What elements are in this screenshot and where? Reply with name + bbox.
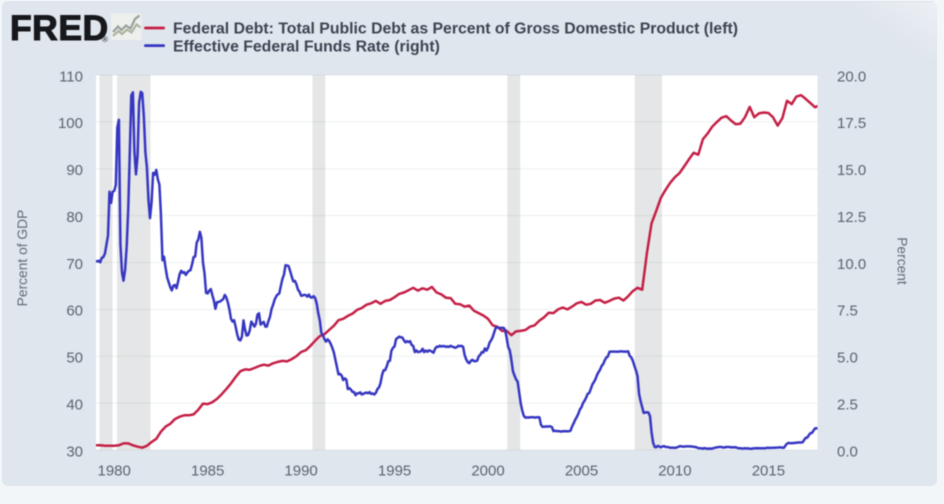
svg-text:1980: 1980 [98, 463, 131, 480]
svg-text:100: 100 [58, 115, 83, 132]
svg-text:15.0: 15.0 [837, 162, 866, 179]
svg-text:2000: 2000 [471, 463, 504, 480]
svg-text:FRED: FRED [10, 8, 109, 48]
svg-text:1985: 1985 [191, 463, 224, 480]
svg-text:Percent: Percent [895, 237, 910, 285]
svg-text:2.5: 2.5 [837, 396, 858, 413]
svg-text:Federal Debt: Total Public Deb: Federal Debt: Total Public Debt as Perce… [173, 21, 738, 38]
svg-text:2010: 2010 [658, 463, 691, 480]
svg-text:60: 60 [66, 303, 83, 320]
svg-text:1995: 1995 [378, 463, 411, 480]
svg-text:30: 30 [66, 443, 83, 460]
svg-text:®: ® [102, 35, 108, 44]
svg-text:12.5: 12.5 [837, 209, 866, 226]
svg-text:2015: 2015 [752, 463, 785, 480]
svg-text:17.5: 17.5 [837, 115, 866, 132]
svg-text:Percent of GDP: Percent of GDP [15, 210, 30, 307]
svg-text:0.0: 0.0 [837, 443, 858, 460]
svg-text:110: 110 [59, 68, 83, 85]
svg-text:7.5: 7.5 [837, 303, 858, 320]
svg-text:80: 80 [66, 209, 83, 226]
svg-text:90: 90 [66, 162, 83, 179]
svg-text:50: 50 [66, 350, 83, 367]
svg-text:10.0: 10.0 [837, 256, 866, 273]
svg-text:70: 70 [66, 256, 83, 273]
svg-text:1990: 1990 [284, 463, 317, 480]
svg-text:40: 40 [66, 396, 83, 413]
svg-text:5.0: 5.0 [837, 350, 858, 367]
svg-text:2005: 2005 [565, 463, 598, 480]
svg-text:Effective Federal Funds Rate (: Effective Federal Funds Rate (right) [173, 38, 440, 55]
